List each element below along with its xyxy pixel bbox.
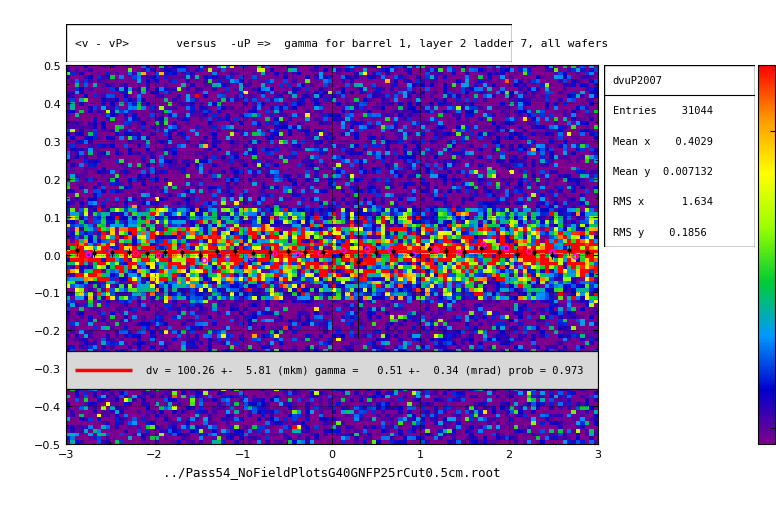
Text: Mean y  0.007132: Mean y 0.007132	[613, 167, 713, 177]
Text: Mean x    0.4029: Mean x 0.4029	[613, 136, 713, 146]
Text: RMS x      1.634: RMS x 1.634	[613, 197, 713, 207]
X-axis label: ../Pass54_NoFieldPlotsG40GNFP25rCut0.5cm.root: ../Pass54_NoFieldPlotsG40GNFP25rCut0.5cm…	[163, 465, 501, 478]
Text: RMS y    0.1856: RMS y 0.1856	[613, 227, 707, 237]
Text: dvuP2007: dvuP2007	[613, 76, 663, 86]
Bar	[66, 351, 598, 389]
Text: Entries    31044: Entries 31044	[613, 106, 713, 116]
Text: <v - vP>       versus  -uP =>  gamma for barrel 1, layer 2 ladder 7, all wafers: <v - vP> versus -uP => gamma for barrel …	[75, 39, 608, 49]
Text: dv = 100.26 +-  5.81 (mkm) gamma =   0.51 +-  0.34 (mrad) prob = 0.973: dv = 100.26 +- 5.81 (mkm) gamma = 0.51 +…	[146, 366, 584, 376]
